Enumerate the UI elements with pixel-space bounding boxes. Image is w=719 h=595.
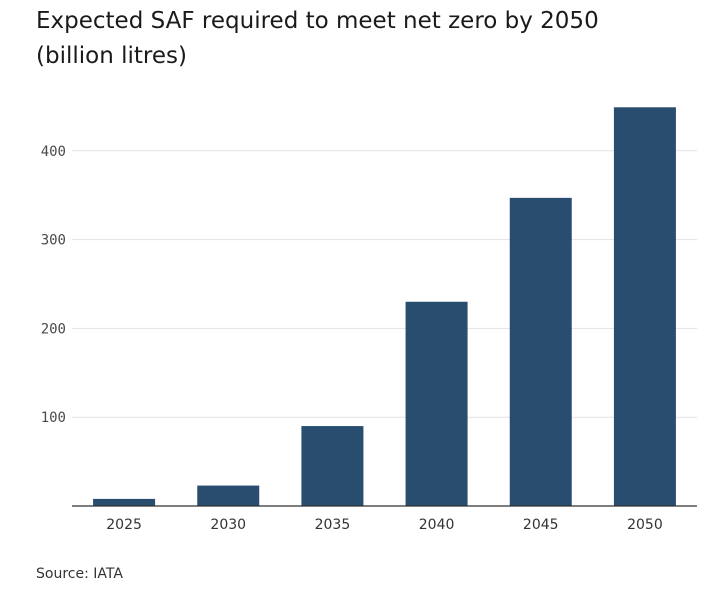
axes: 100 200 300 400 2025 2030 2035 2040 2045 2050 bbox=[41, 144, 697, 533]
chart-title-line-1: Expected SAF required to meet net zero b… bbox=[36, 8, 599, 34]
bar-2040 bbox=[405, 301, 468, 506]
bar-2025 bbox=[93, 498, 156, 506]
chart-title-line-2: (billion litres) bbox=[36, 43, 187, 69]
bar-2030 bbox=[197, 485, 260, 506]
y-tick-label: 100 bbox=[41, 410, 66, 426]
x-tick-label: 2040 bbox=[419, 517, 455, 533]
x-tick-label: 2050 bbox=[627, 517, 663, 533]
y-tick-label: 400 bbox=[41, 144, 66, 160]
x-tick-label: 2025 bbox=[106, 517, 142, 533]
y-tick-label: 200 bbox=[41, 321, 66, 337]
y-tick-label: 300 bbox=[41, 233, 66, 249]
bar-2045 bbox=[509, 197, 572, 506]
chart-title: Expected SAF required to meet net zero b… bbox=[36, 4, 696, 74]
x-tick-label: 2045 bbox=[523, 517, 559, 533]
x-tick-label: 2030 bbox=[210, 517, 246, 533]
gridlines bbox=[72, 150, 697, 418]
bars bbox=[93, 107, 676, 507]
source-note: Source: IATA bbox=[36, 566, 123, 582]
x-tick-label: 2035 bbox=[315, 517, 351, 533]
bar-2050 bbox=[613, 107, 676, 507]
bar-2035 bbox=[301, 426, 364, 506]
